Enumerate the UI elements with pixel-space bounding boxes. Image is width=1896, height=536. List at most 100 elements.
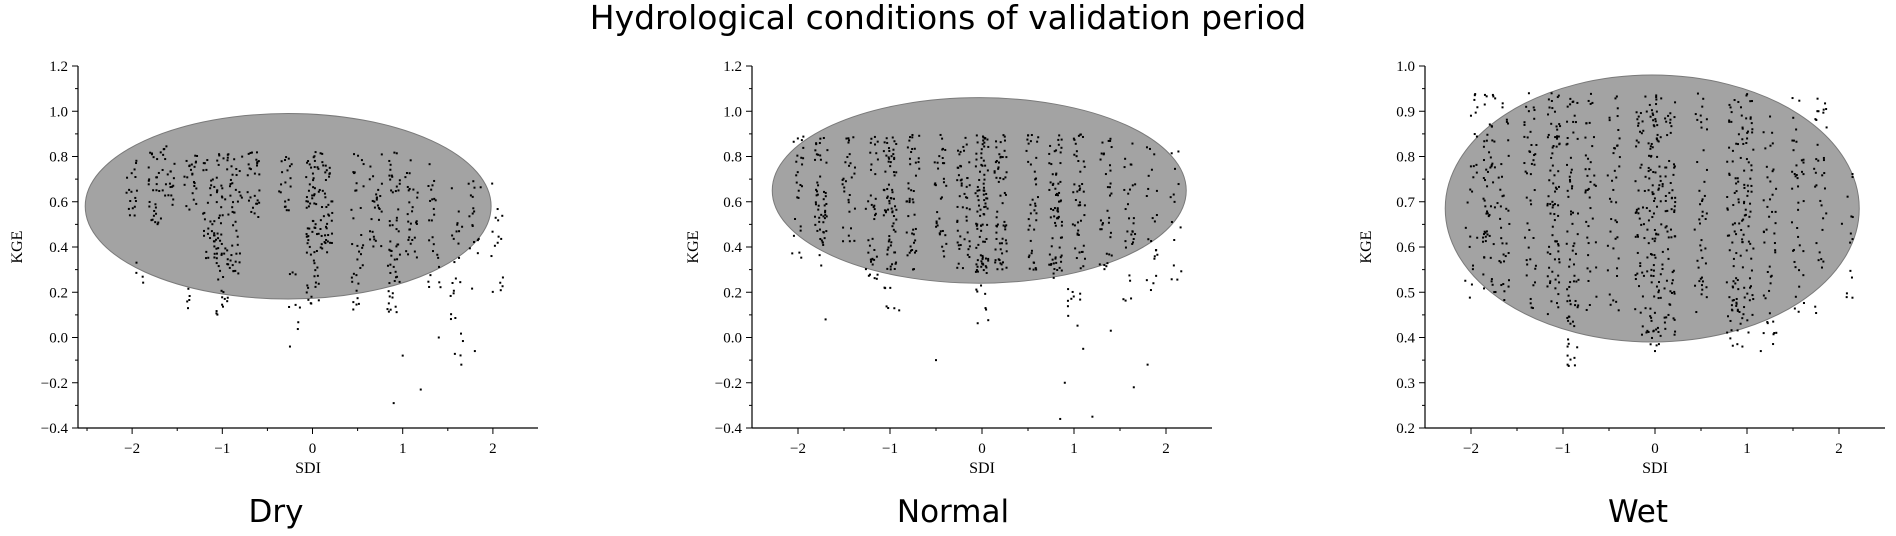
data-point xyxy=(960,184,963,187)
data-point xyxy=(814,223,817,226)
data-point xyxy=(1485,95,1488,98)
data-point xyxy=(968,208,971,211)
data-point xyxy=(1587,157,1590,160)
data-point xyxy=(289,177,292,180)
data-point xyxy=(886,195,889,198)
data-point xyxy=(1656,326,1659,329)
data-point xyxy=(415,221,418,224)
data-point xyxy=(373,206,376,209)
data-point xyxy=(362,244,365,247)
data-point xyxy=(1525,274,1528,277)
data-point xyxy=(1566,189,1569,192)
data-point xyxy=(1566,230,1569,233)
data-point xyxy=(1035,156,1038,159)
data-point xyxy=(323,192,326,195)
data-point xyxy=(307,298,310,301)
data-point xyxy=(256,162,259,165)
data-point xyxy=(1052,262,1055,265)
data-point xyxy=(315,249,318,252)
data-point xyxy=(1731,241,1734,244)
data-point xyxy=(1743,296,1746,299)
figure-title: Hydrological conditions of validation pe… xyxy=(589,0,1307,37)
data-point xyxy=(161,189,164,192)
data-point xyxy=(256,202,259,205)
data-point xyxy=(1700,293,1703,296)
data-point xyxy=(228,266,231,269)
data-point xyxy=(876,140,879,143)
data-point xyxy=(1693,228,1696,231)
data-point xyxy=(1731,160,1734,163)
data-point xyxy=(1497,176,1500,179)
data-point xyxy=(890,207,893,210)
data-point xyxy=(1472,176,1475,179)
data-point xyxy=(1573,263,1576,266)
data-point xyxy=(980,224,983,227)
data-point xyxy=(1548,266,1551,269)
y-tick-label: 0.4 xyxy=(1396,331,1415,347)
data-point xyxy=(1591,101,1594,104)
data-point xyxy=(377,206,380,209)
x-tick-label: 0 xyxy=(978,441,986,457)
data-point xyxy=(1664,327,1667,330)
data-point xyxy=(1109,182,1112,185)
data-point xyxy=(316,266,319,269)
data-point xyxy=(999,194,1002,197)
data-point xyxy=(1501,175,1504,178)
data-point xyxy=(1484,231,1487,234)
data-point xyxy=(1173,167,1176,170)
data-point xyxy=(305,251,308,254)
data-point xyxy=(869,151,872,154)
data-point xyxy=(966,231,969,234)
x-tick-label: −2 xyxy=(790,441,806,457)
data-point xyxy=(1073,183,1076,186)
data-point xyxy=(1566,136,1569,139)
data-point xyxy=(203,234,206,237)
data-point xyxy=(1849,232,1852,235)
data-point xyxy=(1635,145,1638,148)
data-point xyxy=(982,193,985,196)
data-point xyxy=(1585,220,1588,223)
x-tick-label: 1 xyxy=(1743,441,1751,457)
data-point xyxy=(1000,263,1003,266)
data-point xyxy=(980,229,983,232)
data-point xyxy=(405,250,408,253)
data-point xyxy=(982,263,985,266)
data-point xyxy=(1485,212,1488,215)
data-point xyxy=(226,300,229,303)
data-point xyxy=(1176,278,1179,281)
data-point xyxy=(1747,190,1750,193)
data-point xyxy=(994,248,997,251)
data-point xyxy=(1549,280,1552,283)
data-point xyxy=(221,214,224,217)
data-point xyxy=(355,182,358,185)
data-point xyxy=(1529,130,1532,133)
data-point xyxy=(1573,325,1576,328)
data-point xyxy=(389,249,392,252)
data-point xyxy=(1664,166,1667,169)
data-point xyxy=(909,245,912,248)
data-point xyxy=(1670,236,1673,239)
data-point xyxy=(876,158,879,161)
data-point xyxy=(1548,179,1551,182)
data-point xyxy=(1817,110,1820,113)
x-tick-label: −2 xyxy=(1463,441,1479,457)
data-point xyxy=(1759,350,1762,353)
data-point xyxy=(1647,331,1650,334)
data-point xyxy=(965,215,968,218)
data-point xyxy=(226,249,229,252)
data-point xyxy=(1147,187,1150,190)
data-point xyxy=(1151,217,1154,220)
data-point xyxy=(439,286,442,289)
data-point xyxy=(853,207,856,210)
data-point xyxy=(1822,156,1825,159)
data-point xyxy=(1483,103,1486,106)
data-point xyxy=(461,340,464,343)
data-point xyxy=(887,307,890,310)
data-point xyxy=(1073,224,1076,227)
data-point xyxy=(936,161,939,164)
data-point xyxy=(1771,170,1774,173)
data-point xyxy=(1845,296,1848,299)
data-point xyxy=(128,188,131,191)
data-point xyxy=(964,136,967,139)
data-point xyxy=(1742,142,1745,145)
